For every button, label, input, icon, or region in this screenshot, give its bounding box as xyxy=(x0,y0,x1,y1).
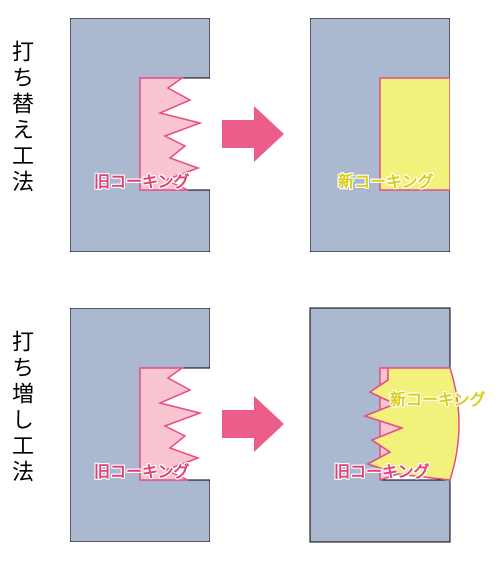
row-replace: 打ち替え工法 旧コーキング 新コーキング xyxy=(0,10,500,280)
row2-left-svg xyxy=(70,308,210,542)
label-new-caulk: 新コーキング xyxy=(390,386,486,410)
row2-right-panel: 旧コーキング 新コーキング xyxy=(310,308,450,542)
row2-title: 打ち増し工法 xyxy=(10,330,34,486)
arrow-icon xyxy=(222,396,284,452)
label-old-caulk: 旧コーキング xyxy=(94,168,190,192)
arrow-shape xyxy=(222,396,284,452)
row1-title: 打ち替え工法 xyxy=(10,40,34,196)
label-old-caulk: 旧コーキング xyxy=(94,458,190,482)
label-old-caulk: 旧コーキング xyxy=(334,458,430,482)
row2-arrow xyxy=(222,396,284,452)
row2-left-panel: 旧コーキング xyxy=(70,308,210,542)
row1-right-panel: 新コーキング xyxy=(310,18,450,252)
row1-right-svg xyxy=(310,18,450,252)
arrow-shape xyxy=(222,106,284,162)
row1-arrow xyxy=(222,106,284,162)
row2-right-svg xyxy=(310,308,490,542)
label-new-caulk: 新コーキング xyxy=(338,168,434,192)
row-overfill: 打ち増し工法 旧コーキング 旧コーキング 新コーキング xyxy=(0,300,500,570)
row1-left-svg xyxy=(70,18,210,252)
row1-left-panel: 旧コーキング xyxy=(70,18,210,252)
arrow-icon xyxy=(222,106,284,162)
